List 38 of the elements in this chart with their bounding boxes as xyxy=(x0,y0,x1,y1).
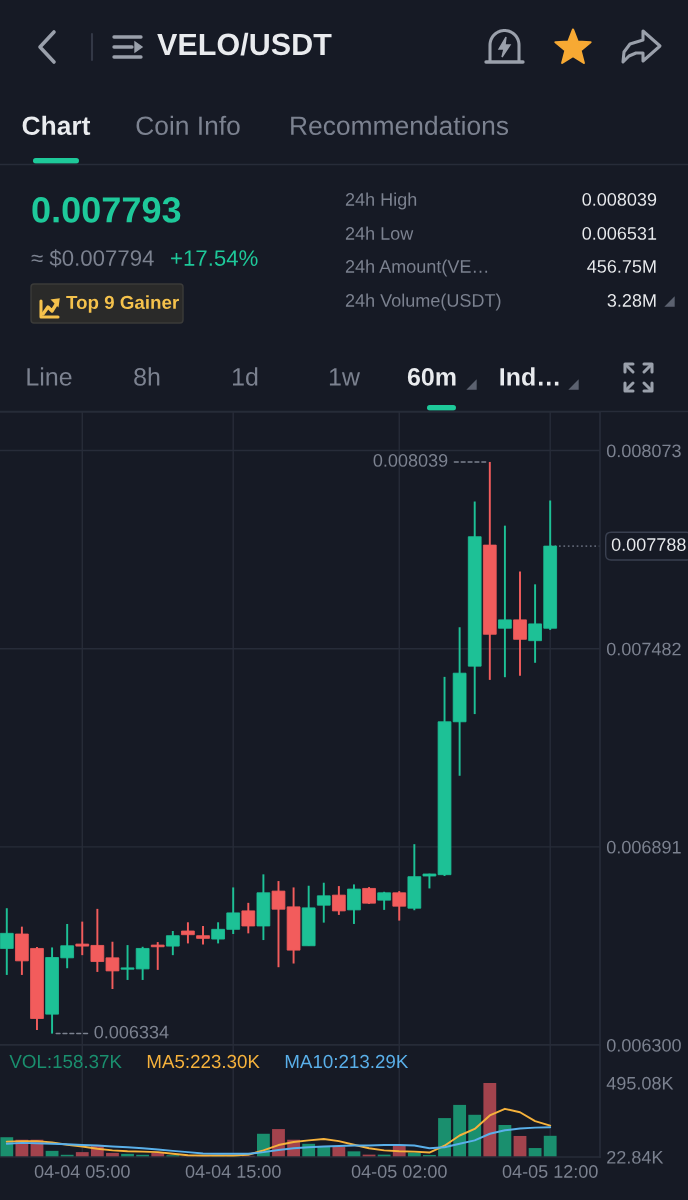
text: 1w xyxy=(329,368,361,386)
text: Coin Info xyxy=(136,115,240,136)
y-tick-label: 0.008073 xyxy=(606,444,681,458)
text: Chart xyxy=(22,115,91,136)
text: 0.008039 xyxy=(582,193,657,206)
text: VOL:158.37K xyxy=(9,1054,122,1069)
y-tick-label: 0.006891 xyxy=(606,840,681,854)
text: 24h Low xyxy=(345,226,414,240)
text: ≈ $0.007794 xyxy=(31,249,154,268)
x-tick-label: 04-04 15:00 xyxy=(185,1165,281,1178)
text: Top 9 Gainer xyxy=(66,295,179,313)
text: 24h Volume(USDT) xyxy=(345,293,501,311)
text: 456.75M xyxy=(587,260,656,273)
x-tick-label: 04-05 12:00 xyxy=(502,1165,598,1178)
y-tick-label: 22.84K xyxy=(607,1150,664,1164)
text: Ind… xyxy=(500,367,559,386)
y-tick-label: 0.007482 xyxy=(606,642,681,656)
annotation: 0.006334 xyxy=(94,1025,169,1039)
text: 0.007793 xyxy=(32,197,181,223)
x-tick-label: 04-04 05:00 xyxy=(34,1165,130,1178)
annotation: 0.008039 xyxy=(373,454,448,467)
y-tick-label: 0.006300 xyxy=(606,1038,681,1052)
text: VELO/USDT xyxy=(157,32,332,56)
text: 24h High xyxy=(345,192,417,210)
text: Line xyxy=(27,367,72,386)
ref-line-label: 0.007788 xyxy=(611,538,686,551)
text: 1d xyxy=(233,367,258,386)
text: 24h Amount(VE… xyxy=(345,259,488,277)
text: +17.54% xyxy=(171,250,258,266)
text: 3.28M xyxy=(607,294,656,307)
text: 8h xyxy=(134,367,160,386)
text: MA5:223.30K xyxy=(147,1054,260,1069)
y-tick-label: 495.08K xyxy=(606,1076,674,1090)
x-tick-label: 04-05 02:00 xyxy=(351,1165,447,1178)
text: 60m xyxy=(407,368,456,386)
text: Recommendations xyxy=(291,115,509,136)
text: MA10:213.29K xyxy=(285,1054,409,1069)
text: 0.006531 xyxy=(582,227,657,240)
